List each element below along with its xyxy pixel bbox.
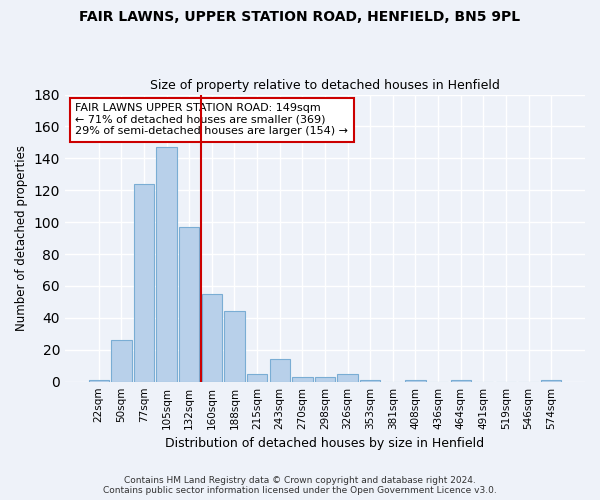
Y-axis label: Number of detached properties: Number of detached properties [15, 145, 28, 331]
Bar [247, 374, 267, 382]
Bar [111, 340, 131, 382]
Text: FAIR LAWNS UPPER STATION ROAD: 149sqm
← 71% of detached houses are smaller (369): FAIR LAWNS UPPER STATION ROAD: 149sqm ← … [76, 103, 349, 136]
Bar [269, 360, 290, 382]
Bar [157, 147, 177, 382]
Bar [224, 312, 245, 382]
Bar [360, 380, 380, 382]
Bar [292, 377, 313, 382]
Bar [405, 380, 425, 382]
Bar [89, 380, 109, 382]
Bar [541, 380, 562, 382]
Text: FAIR LAWNS, UPPER STATION ROAD, HENFIELD, BN5 9PL: FAIR LAWNS, UPPER STATION ROAD, HENFIELD… [79, 10, 521, 24]
X-axis label: Distribution of detached houses by size in Henfield: Distribution of detached houses by size … [166, 437, 485, 450]
Bar [315, 377, 335, 382]
Text: Contains HM Land Registry data © Crown copyright and database right 2024.
Contai: Contains HM Land Registry data © Crown c… [103, 476, 497, 495]
Bar [202, 294, 222, 382]
Bar [179, 227, 199, 382]
Bar [451, 380, 471, 382]
Title: Size of property relative to detached houses in Henfield: Size of property relative to detached ho… [150, 79, 500, 92]
Bar [134, 184, 154, 382]
Bar [337, 374, 358, 382]
